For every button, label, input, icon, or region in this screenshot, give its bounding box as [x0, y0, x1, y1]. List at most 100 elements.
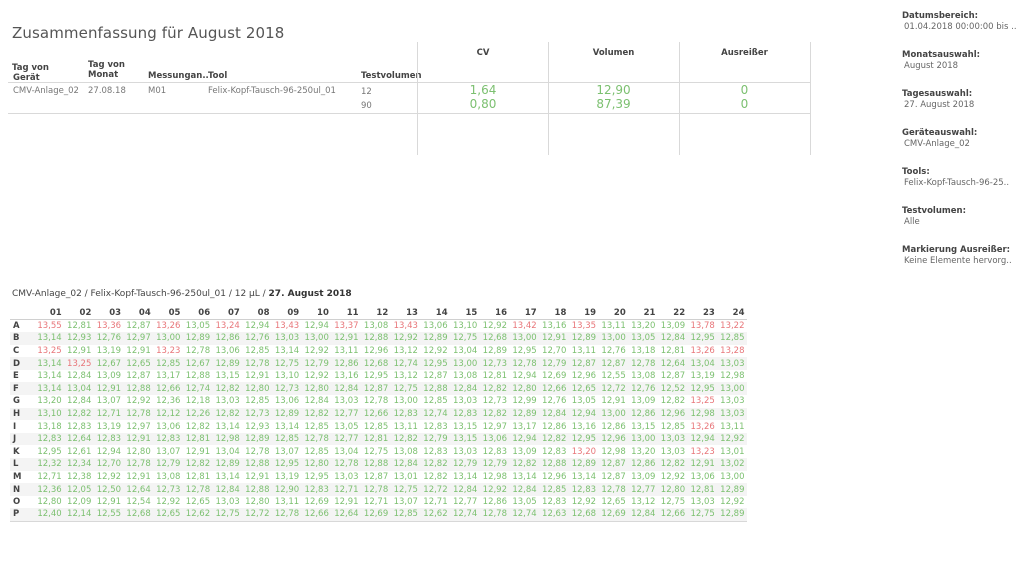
- filter-value[interactable]: CMV-Anlage_02: [904, 139, 970, 149]
- value-cell[interactable]: 12,68: [360, 357, 391, 370]
- column-header[interactable]: 22: [657, 307, 688, 320]
- value-cell[interactable]: 12,89: [182, 332, 213, 345]
- value-cell[interactable]: 13,18: [37, 421, 62, 432]
- value-cell[interactable]: 12,79: [301, 357, 331, 370]
- outlier-cell[interactable]: 13,25: [37, 345, 62, 356]
- value-cell[interactable]: 12,38: [67, 471, 92, 482]
- value-cell[interactable]: 13,03: [215, 396, 240, 407]
- value-cell[interactable]: 12,83: [390, 407, 420, 421]
- value-cell[interactable]: 12,88: [360, 458, 391, 471]
- value-cell[interactable]: 12,92: [304, 371, 329, 382]
- row-label[interactable]: H: [10, 407, 34, 421]
- value-cell[interactable]: 13,06: [274, 396, 300, 407]
- column-header[interactable]: 04: [123, 307, 153, 320]
- value-cell[interactable]: 12,50: [93, 483, 124, 496]
- value-cell[interactable]: 13,10: [452, 321, 478, 332]
- value-cell[interactable]: 13,07: [156, 446, 181, 457]
- value-cell[interactable]: 13,09: [660, 321, 686, 332]
- column-header[interactable]: 05: [152, 307, 183, 320]
- value-cell[interactable]: 13,11: [334, 345, 359, 356]
- value-cell[interactable]: 13,16: [571, 421, 597, 432]
- value-cell[interactable]: 12,84: [509, 483, 539, 496]
- value-cell[interactable]: 12,91: [601, 396, 626, 407]
- filter-geraeteauswahl[interactable]: Geräteauswahl: CMV-Anlage_02: [902, 128, 1022, 150]
- column-header[interactable]: 19: [568, 307, 599, 320]
- value-cell[interactable]: 13,15: [215, 371, 240, 382]
- value-cell[interactable]: 13,09: [96, 371, 122, 382]
- column-header[interactable]: 09: [271, 307, 302, 320]
- value-cell[interactable]: 13,03: [452, 396, 478, 407]
- value-cell[interactable]: 12,82: [479, 407, 509, 421]
- value-cell[interactable]: 12,80: [509, 382, 539, 396]
- value-cell[interactable]: 13,04: [63, 382, 94, 396]
- value-cell[interactable]: 12,89: [568, 458, 599, 471]
- value-cell[interactable]: 12,09: [67, 497, 92, 508]
- value-cell[interactable]: 12,71: [37, 471, 62, 482]
- value-cell[interactable]: 13,03: [215, 497, 240, 508]
- row-label[interactable]: A: [13, 321, 20, 332]
- value-cell[interactable]: 13,05: [512, 497, 537, 508]
- value-cell[interactable]: 12,69: [542, 371, 567, 382]
- value-cell[interactable]: 12,84: [449, 382, 480, 396]
- value-cell[interactable]: 12,85: [660, 421, 686, 432]
- value-cell[interactable]: 12,82: [538, 432, 569, 446]
- value-cell[interactable]: 12,78: [182, 483, 213, 496]
- value-cell[interactable]: 13,08: [393, 446, 418, 457]
- filter-testvolumen[interactable]: Testvolumen: Alle: [902, 206, 1022, 228]
- filter-tools[interactable]: Tools: Felix-Kopf-Tausch-96-25..: [902, 167, 1022, 189]
- value-cell[interactable]: 12,84: [330, 382, 361, 396]
- value-cell[interactable]: 12,81: [687, 483, 717, 496]
- value-cell[interactable]: 12,75: [271, 357, 302, 370]
- value-cell[interactable]: 12,87: [660, 371, 686, 382]
- value-cell[interactable]: 12,82: [212, 407, 242, 421]
- value-cell[interactable]: 12,89: [482, 345, 507, 356]
- value-cell[interactable]: 12,94: [568, 407, 599, 421]
- value-cell[interactable]: 13,10: [274, 371, 300, 382]
- value-cell[interactable]: 12,64: [657, 357, 688, 370]
- value-cell[interactable]: 12,96: [598, 432, 628, 446]
- value-cell[interactable]: 12,69: [304, 497, 329, 508]
- value-cell[interactable]: 12,87: [598, 357, 628, 370]
- value-cell[interactable]: 13,08: [631, 371, 656, 382]
- value-cell[interactable]: 13,03: [716, 407, 747, 421]
- value-cell[interactable]: 12,65: [152, 508, 183, 522]
- value-cell[interactable]: 12,91: [93, 382, 124, 396]
- value-cell[interactable]: 12,91: [334, 497, 359, 508]
- value-cell[interactable]: 12,80: [126, 446, 151, 457]
- value-cell[interactable]: 13,03: [334, 396, 359, 407]
- value-cell[interactable]: 13,11: [571, 345, 597, 356]
- value-cell[interactable]: 12,73: [152, 483, 183, 496]
- value-cell[interactable]: 12,98: [212, 432, 242, 446]
- value-cell[interactable]: 13,08: [363, 321, 389, 332]
- value-cell[interactable]: 12,77: [627, 483, 658, 496]
- value-cell[interactable]: 12,68: [479, 332, 509, 345]
- value-cell[interactable]: 13,04: [687, 357, 717, 370]
- value-cell[interactable]: 12,81: [67, 321, 92, 332]
- row-label[interactable]: E: [13, 371, 19, 382]
- value-cell[interactable]: 12,91: [687, 458, 717, 471]
- value-cell[interactable]: 12,67: [93, 357, 124, 370]
- value-cell[interactable]: 12,78: [627, 357, 658, 370]
- row-label[interactable]: B: [10, 332, 34, 345]
- value-cell[interactable]: 12,73: [479, 357, 509, 370]
- outlier-cell[interactable]: 13,43: [393, 321, 418, 332]
- col-header-cv[interactable]: CV: [476, 48, 490, 58]
- column-header[interactable]: 03: [93, 307, 124, 320]
- column-header[interactable]: 23: [687, 307, 717, 320]
- value-cell[interactable]: 13,03: [271, 332, 302, 345]
- value-cell[interactable]: 12,89: [241, 432, 272, 446]
- value-cell[interactable]: 13,05: [571, 396, 597, 407]
- value-cell[interactable]: 12,81: [660, 345, 686, 356]
- value-cell[interactable]: 12,88: [241, 458, 272, 471]
- col-header-ausreisser[interactable]: Ausreißer: [721, 48, 768, 58]
- value-cell[interactable]: 13,08: [156, 471, 181, 482]
- value-cell[interactable]: 12,78: [363, 396, 389, 407]
- value-cell[interactable]: 12,92: [660, 471, 686, 482]
- filter-value[interactable]: 27. August 2018: [904, 100, 975, 110]
- outlier-cell[interactable]: 13,20: [571, 446, 597, 457]
- value-cell[interactable]: 12,65: [123, 357, 153, 370]
- value-cell[interactable]: 12,87: [568, 357, 599, 370]
- value-cell[interactable]: 12,78: [245, 446, 270, 457]
- value-cell[interactable]: 12,76: [93, 332, 124, 345]
- value-cell[interactable]: 12,87: [360, 382, 391, 396]
